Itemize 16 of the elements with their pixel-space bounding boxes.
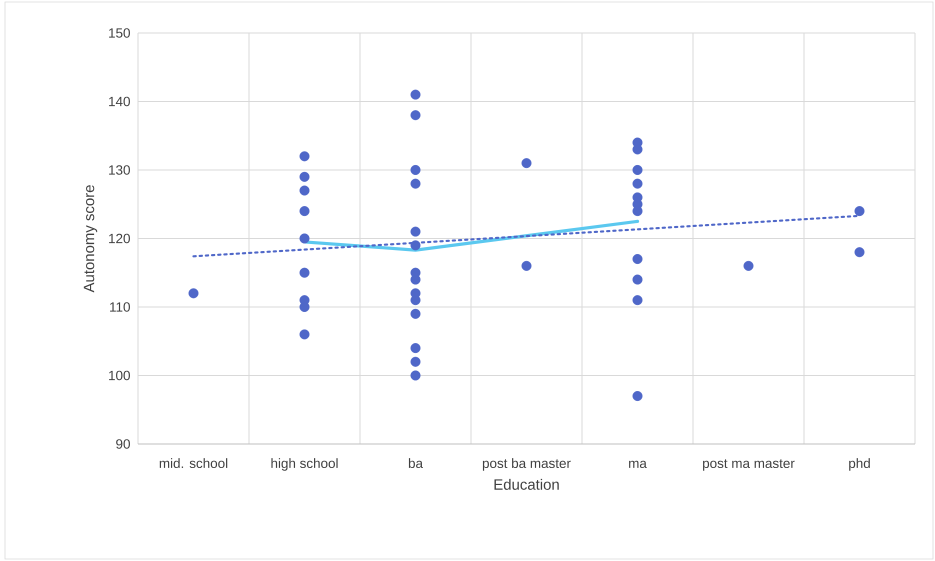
x-axis-title: Education (494, 478, 559, 490)
y-tick-label: 90 (116, 439, 130, 449)
x-tick-label: phd (849, 458, 870, 471)
y-tick-label: 120 (109, 234, 130, 244)
y-tick-label: 150 (109, 28, 130, 38)
y-tick-label: 130 (109, 165, 130, 175)
y-tick-label: 110 (110, 302, 130, 312)
x-tick-label: post ma master (703, 459, 795, 471)
y-axis-title: Autonomy score (84, 185, 98, 292)
y-tick-label: 100 (109, 370, 130, 380)
x-tick-label: ba (408, 458, 423, 468)
x-tick-label: high school (271, 458, 338, 471)
y-tick-label: 140 (109, 96, 130, 106)
x-tick-label: mid. school (160, 458, 228, 468)
x-tick-label: ma (629, 460, 647, 468)
x-tick-label: post ba master (482, 458, 571, 471)
